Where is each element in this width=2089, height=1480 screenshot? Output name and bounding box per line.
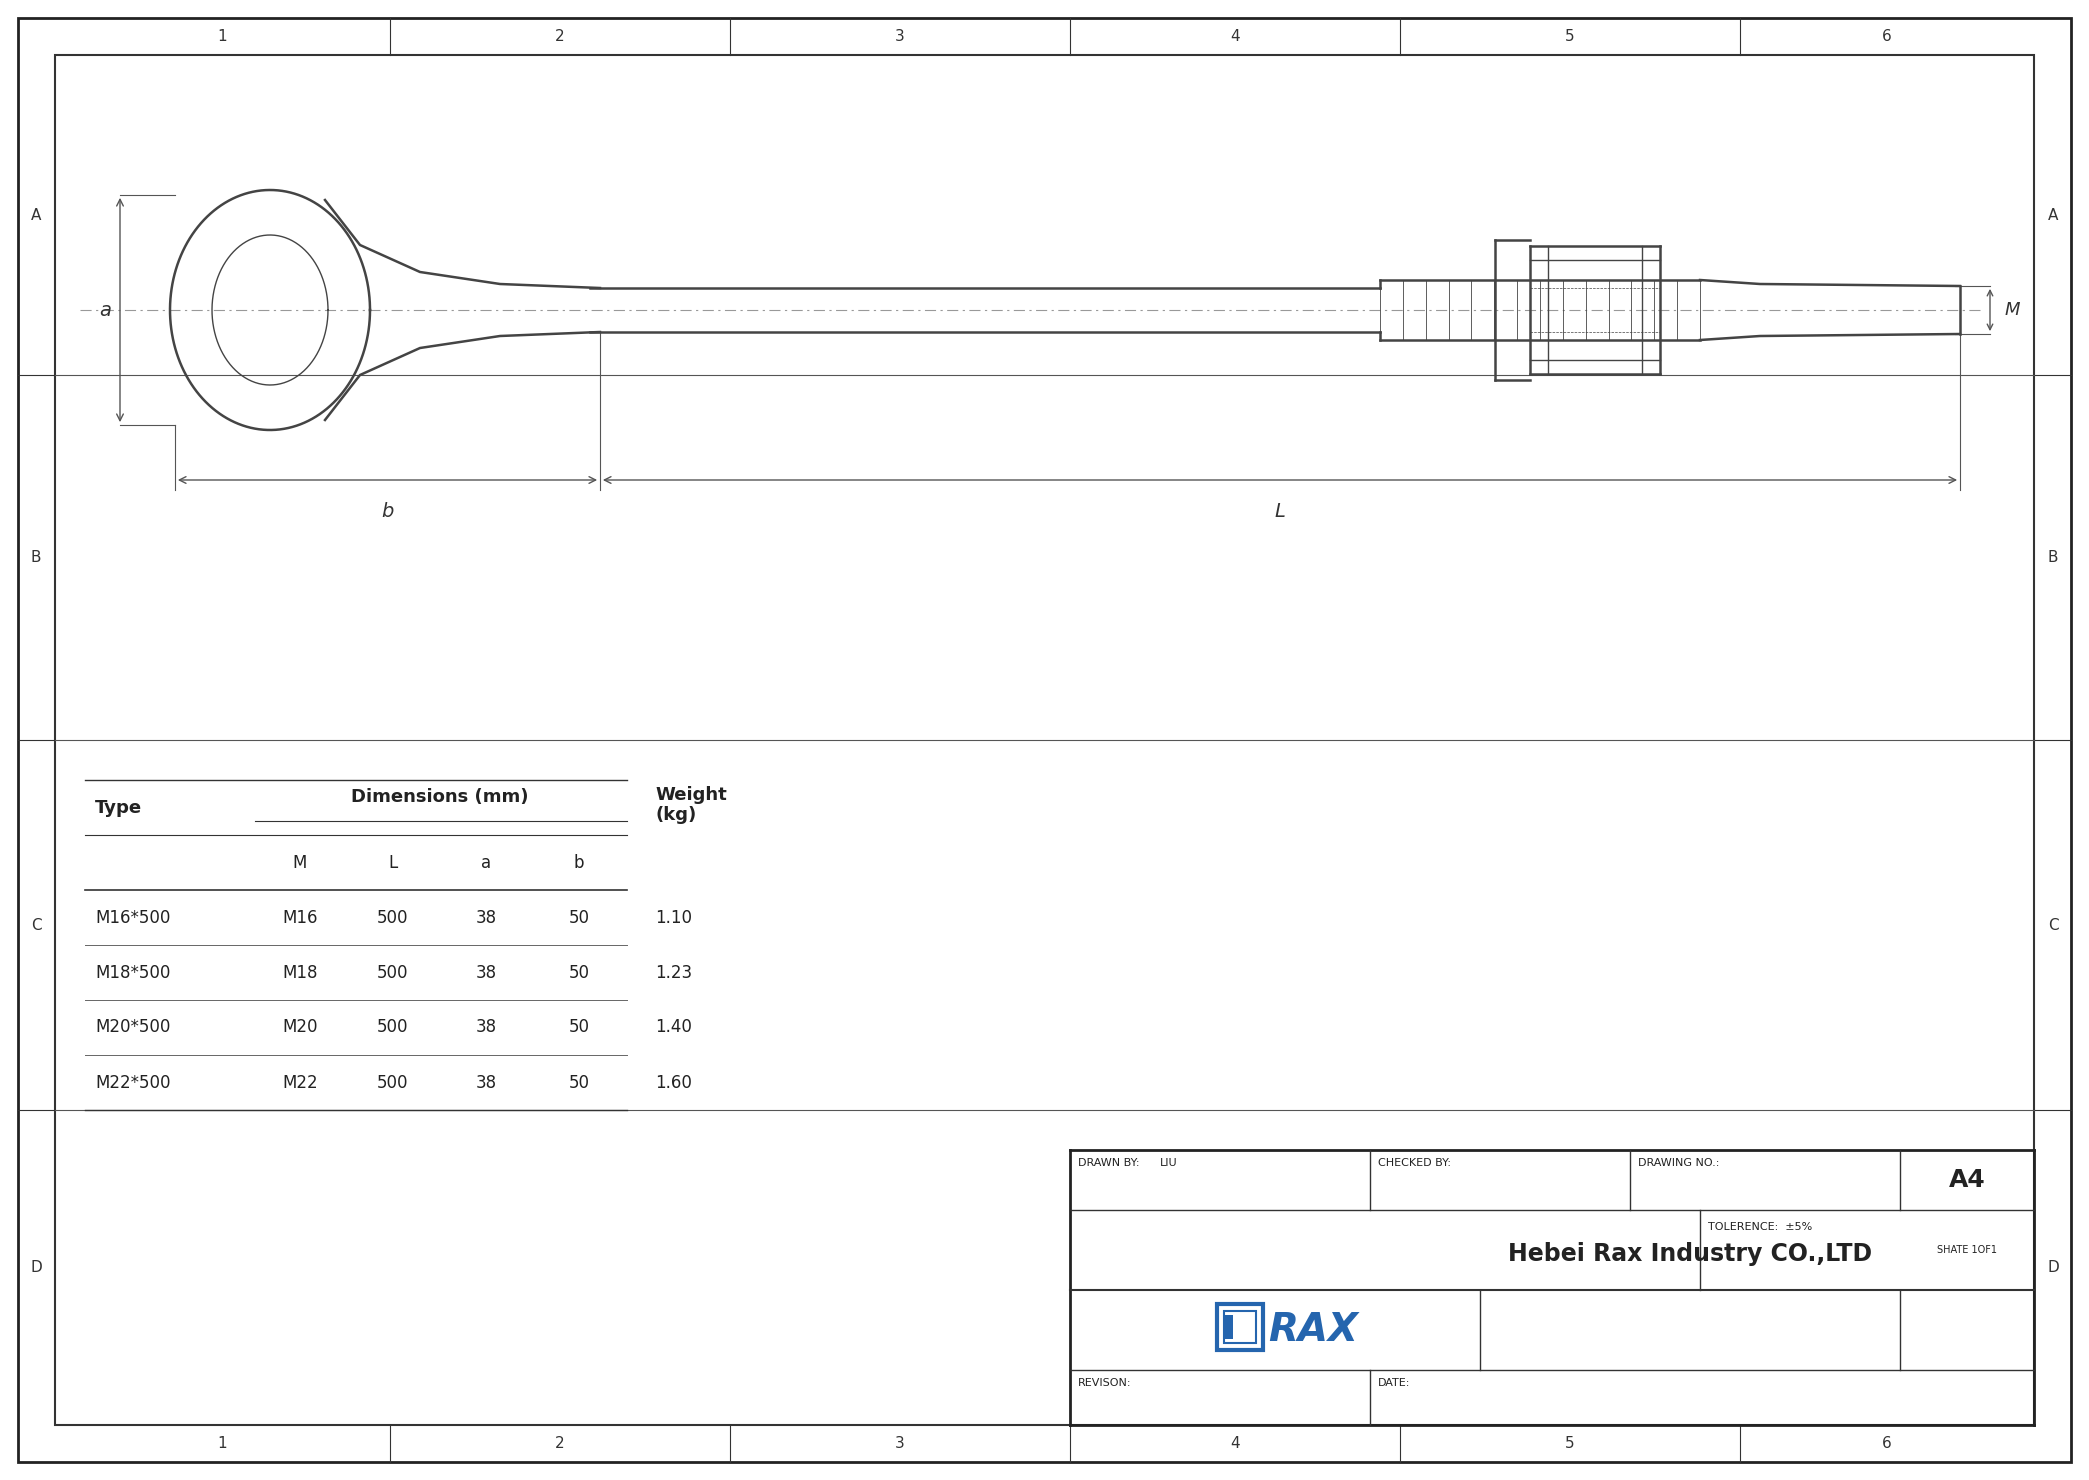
Text: 1: 1 (217, 28, 228, 43)
Text: 4: 4 (1230, 28, 1239, 43)
Text: Weight: Weight (656, 786, 727, 804)
Text: A: A (31, 207, 42, 222)
Text: M: M (2005, 300, 2020, 320)
Text: Hebei Rax Industry CO.,LTD: Hebei Rax Industry CO.,LTD (1508, 1242, 1872, 1265)
Text: B: B (2047, 551, 2058, 565)
Text: b: b (382, 502, 393, 521)
Text: 38: 38 (476, 1073, 497, 1092)
Text: 50: 50 (568, 963, 589, 981)
Text: 2: 2 (556, 28, 564, 43)
Text: 50: 50 (568, 909, 589, 926)
Text: b: b (574, 854, 585, 872)
Text: 5: 5 (1565, 28, 1575, 43)
Text: L: L (389, 854, 397, 872)
Text: DATE:: DATE: (1379, 1378, 1410, 1388)
Text: a: a (98, 300, 111, 320)
Text: A: A (2047, 207, 2058, 222)
Text: DRAWING NO.:: DRAWING NO.: (1638, 1157, 1719, 1168)
Text: 1.23: 1.23 (656, 963, 691, 981)
Text: 500: 500 (376, 909, 407, 926)
Text: 500: 500 (376, 963, 407, 981)
Text: A4: A4 (1949, 1168, 1985, 1191)
Text: 6: 6 (1882, 28, 1893, 43)
Text: 38: 38 (476, 963, 497, 981)
Text: M20*500: M20*500 (94, 1018, 171, 1036)
Bar (1218, 1304, 1264, 1350)
Text: 6: 6 (1882, 1437, 1893, 1452)
Text: CHECKED BY:: CHECKED BY: (1379, 1157, 1452, 1168)
Text: 1.40: 1.40 (656, 1018, 691, 1036)
Text: DRAWN BY:: DRAWN BY: (1078, 1157, 1139, 1168)
Text: 3: 3 (894, 28, 905, 43)
Text: 50: 50 (568, 1073, 589, 1092)
Text: M: M (292, 854, 307, 872)
Text: 3: 3 (894, 1437, 905, 1452)
Text: (kg): (kg) (656, 807, 696, 824)
Text: a: a (480, 854, 491, 872)
Text: Dimensions (mm): Dimensions (mm) (351, 787, 529, 807)
Text: C: C (31, 918, 42, 932)
Bar (1224, 1311, 1255, 1342)
Bar (1224, 1316, 1233, 1339)
Text: M22*500: M22*500 (94, 1073, 171, 1092)
Text: L: L (1274, 502, 1285, 521)
Text: Type: Type (94, 799, 142, 817)
Text: B: B (31, 551, 42, 565)
Text: 5: 5 (1565, 1437, 1575, 1452)
Text: C: C (2047, 918, 2058, 932)
Text: LIU: LIU (1159, 1157, 1178, 1168)
Text: D: D (2047, 1259, 2060, 1274)
Text: TOLERENCE:  ±5%: TOLERENCE: ±5% (1709, 1222, 1813, 1231)
Text: D: D (29, 1259, 42, 1274)
Text: M16: M16 (282, 909, 318, 926)
Text: 4: 4 (1230, 1437, 1239, 1452)
Text: 1: 1 (217, 1437, 228, 1452)
Text: SHATE 1OF1: SHATE 1OF1 (1937, 1245, 1997, 1255)
Text: REVISON:: REVISON: (1078, 1378, 1132, 1388)
Text: 2: 2 (556, 1437, 564, 1452)
Text: 500: 500 (376, 1073, 407, 1092)
Text: RAX: RAX (1268, 1311, 1358, 1348)
Text: 50: 50 (568, 1018, 589, 1036)
Text: 500: 500 (376, 1018, 407, 1036)
Text: M18*500: M18*500 (94, 963, 171, 981)
Text: 1.10: 1.10 (656, 909, 691, 926)
Text: M18: M18 (282, 963, 318, 981)
Text: 38: 38 (476, 909, 497, 926)
Text: 38: 38 (476, 1018, 497, 1036)
Text: M20: M20 (282, 1018, 318, 1036)
Text: M22: M22 (282, 1073, 318, 1092)
Text: 1.60: 1.60 (656, 1073, 691, 1092)
Text: M16*500: M16*500 (94, 909, 171, 926)
